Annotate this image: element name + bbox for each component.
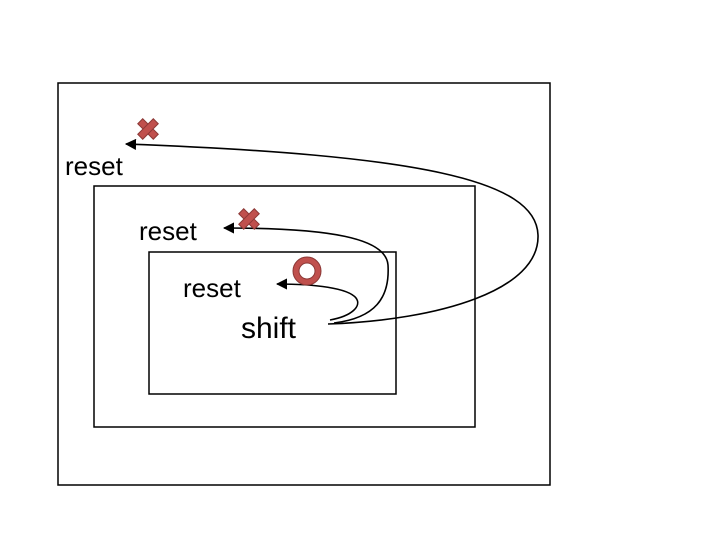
circle-icon	[292, 256, 322, 286]
shift-label: shift	[241, 312, 297, 345]
arrow-shift-to-middle-reset	[222, 222, 389, 324]
outer-reset-label: reset	[65, 151, 124, 181]
middle-scope-box	[93, 185, 476, 428]
cross-icon	[137, 118, 159, 140]
outer-scope-box	[57, 82, 551, 486]
middle-reset-label: reset	[139, 216, 198, 246]
arrow-shift-to-outer-reset	[124, 138, 539, 325]
inner-scope-box	[148, 251, 397, 395]
cross-icon	[238, 208, 260, 230]
inner-reset-label: reset	[183, 273, 242, 303]
